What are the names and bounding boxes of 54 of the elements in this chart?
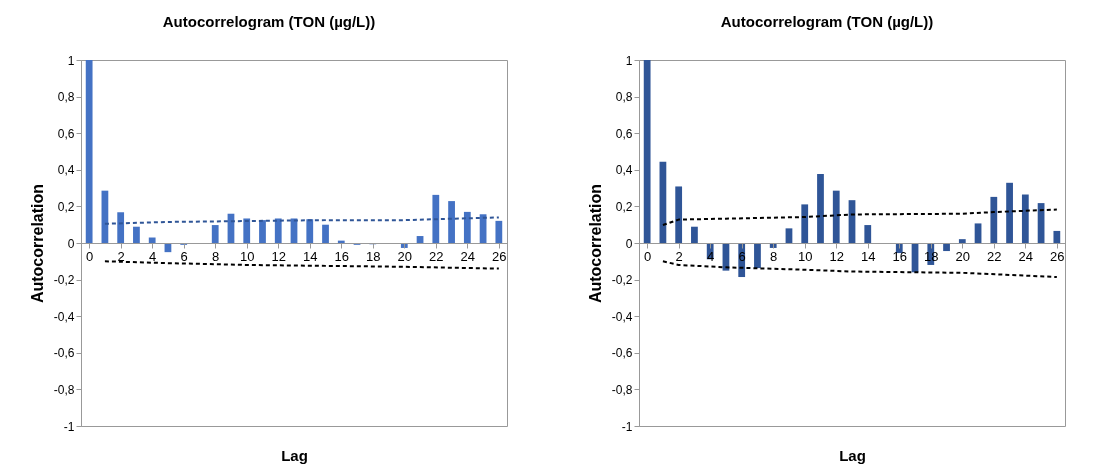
chart-title: Autocorrelogram (TON (µg/L)) <box>720 13 934 30</box>
y-tick-label: -1 <box>63 419 75 434</box>
x-tick-label: 6 <box>180 248 188 264</box>
x-tick-label: 2 <box>675 248 683 264</box>
y-tick-label: -0,8 <box>53 382 75 397</box>
x-tick-label: 24 <box>1018 248 1034 264</box>
y-tick-label: -0,4 <box>53 309 75 324</box>
x-tick-label: 24 <box>460 248 476 264</box>
x-tick-label: 22 <box>987 248 1002 264</box>
y-tick-label: 0,8 <box>57 90 75 105</box>
x-tick-label: 20 <box>955 248 971 264</box>
x-tick-label: 14 <box>861 248 876 264</box>
y-tick-label: 0,4 <box>57 163 75 178</box>
x-tick-label: 16 <box>334 248 350 264</box>
x-tick-label: 6 <box>738 248 746 264</box>
x-tick-label: 18 <box>366 248 381 264</box>
x-tick-label: 16 <box>892 248 908 264</box>
x-tick-label: 22 <box>429 248 444 264</box>
y-tick-label: -0,6 <box>611 346 633 361</box>
x-axis-title: Lag <box>839 446 866 464</box>
x-tick-label: 12 <box>271 248 286 264</box>
y-tick-label: 0,4 <box>615 163 633 178</box>
y-tick-label: 1 <box>67 53 75 68</box>
x-tick-label: 0 <box>86 248 94 264</box>
x-tick-label: 8 <box>212 248 220 264</box>
x-tick-label: 26 <box>492 248 507 264</box>
x-tick-label: 8 <box>770 248 778 264</box>
chart-title: Autocorrelogram (TON (µg/L)) <box>162 13 376 30</box>
y-tick-label: -0,4 <box>611 309 633 324</box>
y-tick-label: 0,2 <box>57 199 75 214</box>
y-tick-label: -0,2 <box>53 273 75 288</box>
x-axis-title: Lag <box>281 446 308 464</box>
y-tick-label: -1 <box>621 419 633 434</box>
x-tick-label: 2 <box>117 248 125 264</box>
y-tick-label: 1 <box>625 53 633 68</box>
y-tick-label: -0,2 <box>611 273 633 288</box>
x-tick-label: 26 <box>1050 248 1065 264</box>
y-tick-label: 0,8 <box>615 90 633 105</box>
y-axis-title: Autocorrelation <box>586 183 604 304</box>
y-tick-label: -0,8 <box>611 382 633 397</box>
y-tick-label: -0,6 <box>53 346 75 361</box>
x-tick-label: 4 <box>149 248 157 264</box>
x-tick-label: 0 <box>644 248 652 264</box>
y-tick-label: 0 <box>625 236 633 251</box>
y-tick-label: 0 <box>67 236 75 251</box>
y-tick-label: 0,6 <box>57 126 75 141</box>
y-tick-label: 0,2 <box>615 199 633 214</box>
x-tick-label: 20 <box>397 248 413 264</box>
x-tick-label: 12 <box>829 248 844 264</box>
y-tick-label: 0,6 <box>615 126 633 141</box>
x-tick-label: 14 <box>303 248 318 264</box>
x-tick-label: 10 <box>797 248 813 264</box>
y-axis-title: Autocorrelation <box>28 183 46 304</box>
x-tick-label: 10 <box>239 248 255 264</box>
